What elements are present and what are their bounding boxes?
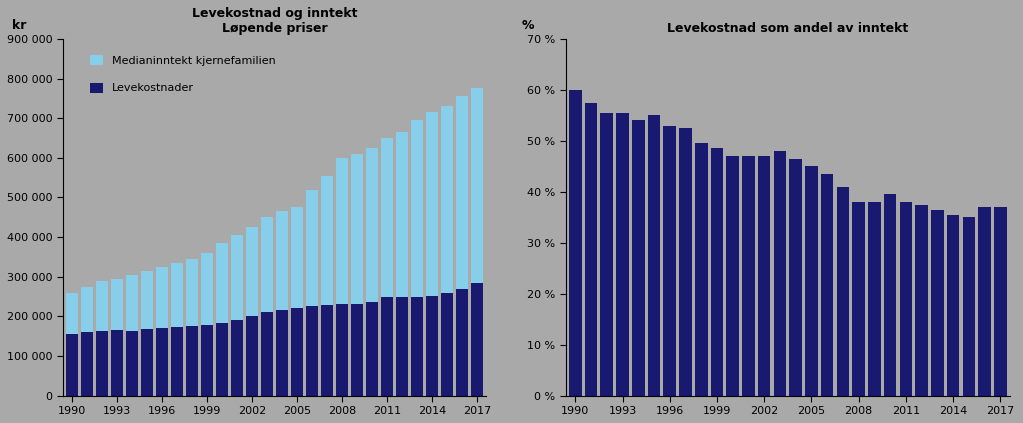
Bar	[726, 156, 739, 396]
Bar	[773, 151, 787, 396]
Bar	[96, 281, 108, 396]
Bar	[396, 297, 408, 396]
Bar	[351, 154, 363, 396]
Bar	[216, 243, 228, 396]
Bar	[601, 113, 613, 396]
Bar	[110, 330, 123, 396]
Bar	[81, 287, 93, 396]
Bar	[805, 166, 817, 396]
Bar	[585, 103, 597, 396]
Title: Levekostnad som andel av inntekt: Levekostnad som andel av inntekt	[667, 22, 908, 35]
Bar	[110, 279, 123, 396]
Bar	[216, 323, 228, 396]
Bar	[426, 296, 438, 396]
Bar	[321, 176, 332, 396]
Bar	[695, 143, 708, 396]
Bar	[155, 328, 168, 396]
Bar	[141, 329, 153, 396]
Bar	[742, 156, 755, 396]
Bar	[994, 207, 1007, 396]
Bar	[276, 212, 287, 396]
Bar	[711, 148, 723, 396]
Bar	[351, 304, 363, 396]
Bar	[246, 227, 258, 396]
Bar	[569, 90, 581, 396]
Bar	[66, 334, 78, 396]
Bar	[321, 305, 332, 396]
Bar	[758, 156, 770, 396]
Bar	[456, 96, 468, 396]
Bar	[916, 205, 928, 396]
Bar	[381, 297, 393, 396]
Bar	[66, 293, 78, 396]
Bar	[126, 331, 138, 396]
Bar	[441, 294, 453, 396]
Bar	[141, 271, 153, 396]
Bar	[336, 158, 348, 396]
Bar	[81, 332, 93, 396]
Bar	[201, 253, 213, 396]
Bar	[186, 259, 197, 396]
Bar	[231, 320, 242, 396]
Bar	[291, 207, 303, 396]
Bar	[632, 121, 644, 396]
Bar	[171, 263, 183, 396]
Bar	[679, 128, 692, 396]
Bar	[931, 210, 943, 396]
Bar	[648, 115, 660, 396]
Bar	[852, 202, 865, 396]
Bar	[306, 190, 318, 396]
Bar	[471, 88, 483, 396]
Bar	[820, 174, 834, 396]
Bar	[126, 275, 138, 396]
Bar	[869, 202, 881, 396]
Bar	[396, 132, 408, 396]
Bar	[616, 113, 629, 396]
Bar	[155, 267, 168, 396]
Bar	[884, 194, 896, 396]
Bar	[366, 148, 377, 396]
Title: Levekostnad og inntekt
Løpende priser: Levekostnad og inntekt Løpende priser	[191, 7, 357, 35]
Bar	[790, 159, 802, 396]
Bar	[411, 297, 422, 396]
Bar	[978, 207, 991, 396]
Bar	[261, 217, 273, 396]
Bar	[246, 316, 258, 396]
Bar	[664, 126, 676, 396]
Bar	[171, 327, 183, 396]
Bar	[963, 217, 975, 396]
Bar	[366, 302, 377, 396]
Bar	[291, 308, 303, 396]
Bar	[381, 138, 393, 396]
Bar	[96, 332, 108, 396]
Bar	[837, 187, 849, 396]
Text: kr: kr	[12, 19, 27, 32]
Bar	[336, 305, 348, 396]
Bar	[201, 325, 213, 396]
Bar	[261, 313, 273, 396]
Bar	[276, 310, 287, 396]
Bar	[426, 112, 438, 396]
Bar	[306, 306, 318, 396]
Bar	[471, 283, 483, 396]
Bar	[186, 326, 197, 396]
Text: %: %	[522, 19, 534, 32]
Bar	[441, 106, 453, 396]
Bar	[231, 235, 242, 396]
Bar	[947, 215, 960, 396]
Bar	[899, 202, 913, 396]
Legend: Medianinntekt kjernefamilien, Levekostnader: Medianinntekt kjernefamilien, Levekostna…	[90, 55, 275, 93]
Bar	[411, 120, 422, 396]
Bar	[456, 288, 468, 396]
